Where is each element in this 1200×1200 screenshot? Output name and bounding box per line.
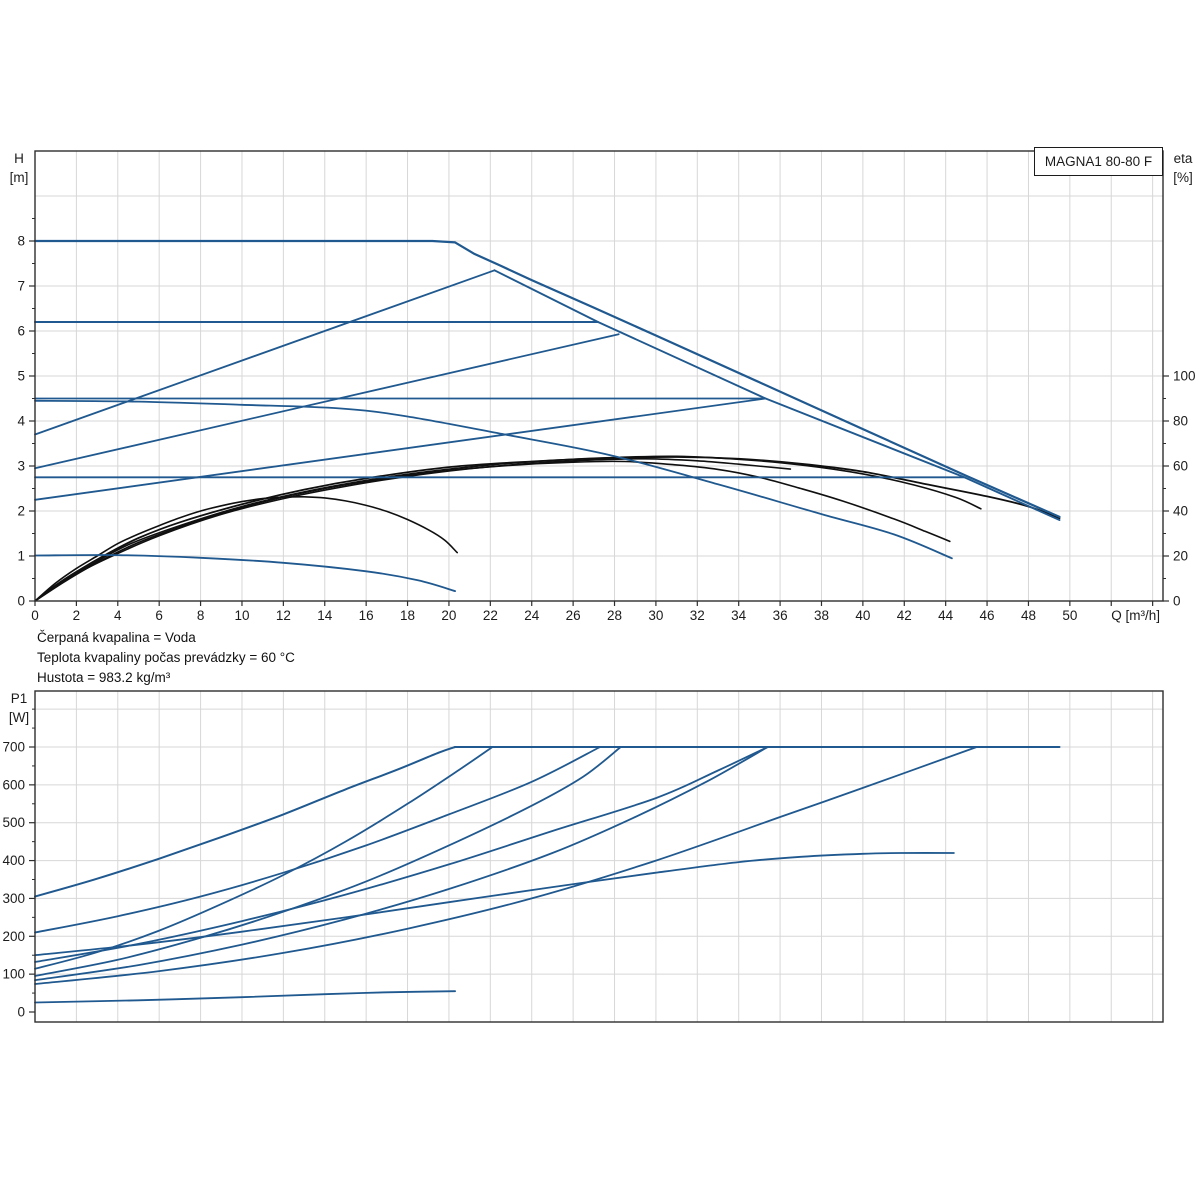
y-left-tick-label: 300 <box>2 891 25 906</box>
x-tick-label: 20 <box>441 608 456 623</box>
series-group <box>34 746 1061 1004</box>
x-tick-label: 16 <box>359 608 374 623</box>
x-tick-label: 24 <box>524 608 540 623</box>
axis-ticks-and-labels: 0 100 200 300 400 500 600 700 <box>2 708 35 1020</box>
y-right-tick-label: 20 <box>1173 549 1188 564</box>
y-right-tick-label: 40 <box>1173 504 1188 519</box>
x-tick-label: 10 <box>234 608 249 623</box>
y-left-tick-label: 400 <box>2 853 25 868</box>
gridlines <box>35 691 1163 1022</box>
gridlines <box>35 151 1163 601</box>
chart-p1: 0 100 200 300 400 500 600 700 <box>2 690 1164 1023</box>
x-axis-label: Q [m³/h] <box>1111 608 1160 623</box>
x-tick-label: 14 <box>317 608 333 623</box>
right-axis-header-eta: eta [%] <box>1166 149 1200 187</box>
x-tick-label: 42 <box>897 608 912 623</box>
x-tick-label: 8 <box>197 608 205 623</box>
y-left-tick-label: 8 <box>17 234 25 249</box>
eta-curve-a <box>34 455 982 602</box>
x-tick-label: 34 <box>731 608 747 623</box>
p1-axis-unit: [W] <box>8 710 30 725</box>
chart-qh: 0 2 4 6 8 10 12 14 16 18 20 22 24 26 28 30 32 34 36 38 40 42 4… <box>17 150 1196 623</box>
y-right-tick-label: 100 <box>1173 369 1196 384</box>
x-tick-label: 4 <box>114 608 122 623</box>
y-left-tick-label: 2 <box>17 504 25 519</box>
y-right-tick-label: 60 <box>1173 459 1188 474</box>
p1-const-pressure-4-5 <box>34 746 769 963</box>
qh-prop-pressure-3 <box>34 397 767 501</box>
p1-max-rise <box>34 746 457 898</box>
y-left-tick-label: 0 <box>17 1005 25 1020</box>
x-tick-label: 40 <box>855 608 870 623</box>
qh-speed2-curve <box>34 399 953 560</box>
eta-axis-symbol: eta <box>1173 151 1193 166</box>
info-line-fluid: Čerpaná kvapalina = Voda <box>37 630 196 645</box>
y-left-tick-label: 1 <box>17 549 25 564</box>
h-axis-unit: [m] <box>9 170 29 185</box>
x-tick-label: 48 <box>1021 608 1036 623</box>
qh-min-curve <box>34 554 456 592</box>
y-right-tick-label: 0 <box>1173 594 1181 609</box>
x-tick-label: 28 <box>607 608 622 623</box>
p1-min-curve <box>34 990 456 1004</box>
x-tick-label: 12 <box>276 608 291 623</box>
qh-prop-pressure-2 <box>34 333 620 470</box>
x-tick-label: 0 <box>31 608 39 623</box>
y-left-tick-label: 700 <box>2 740 25 755</box>
pump-model-label-box: MAGNA1 80-80 F <box>1034 147 1163 176</box>
p1-speed2-curve <box>34 852 955 957</box>
y-left-tick-label: 500 <box>2 815 25 830</box>
x-tick-label: 46 <box>980 608 995 623</box>
left-axis-header-h: H [m] <box>2 149 36 187</box>
y-left-tick-label: 0 <box>17 594 25 609</box>
p1-prop-pressure-3 <box>34 746 769 982</box>
pump-model-label: MAGNA1 80-80 F <box>1044 154 1153 169</box>
y-left-tick-label: 7 <box>17 279 25 294</box>
y-left-tick-label: 5 <box>17 369 25 384</box>
x-tick-label: 38 <box>814 608 829 623</box>
left-axis-header-p1: P1 [W] <box>2 689 36 727</box>
axis-ticks-and-labels: 0 2 4 6 8 10 12 14 16 18 20 22 24 26 28 30 32 34 36 38 40 42 4… <box>17 218 1196 623</box>
eta-axis-unit: [%] <box>1173 170 1193 185</box>
p1-const-pressure-6-2 <box>34 746 601 934</box>
x-tick-label: 22 <box>483 608 498 623</box>
y-right-tick-label: 80 <box>1173 414 1188 429</box>
qh-prop-pressure-1 <box>34 269 496 436</box>
p1-prop-pressure-1 <box>34 746 494 970</box>
eta-curve-max <box>34 456 1061 602</box>
series-group <box>33 239 1061 602</box>
x-tick-label: 44 <box>938 608 954 623</box>
p1-prop-pressure-2 <box>34 746 622 977</box>
x-tick-label: 36 <box>773 608 788 623</box>
x-tick-label: 18 <box>400 608 415 623</box>
x-tick-label: 6 <box>155 608 163 623</box>
eta-curve-min <box>34 495 458 602</box>
x-tick-label: 26 <box>566 608 581 623</box>
fluid-info-block: Čerpaná kvapalina = Voda Teplota kvapali… <box>37 628 295 688</box>
h-axis-symbol: H <box>14 151 24 166</box>
plot-border <box>34 690 1164 1023</box>
info-line-density: Hustota = 983.2 kg/m³ <box>37 670 171 685</box>
qh-max-curve <box>33 239 1061 518</box>
p1-axis-symbol: P1 <box>10 691 28 706</box>
y-left-tick-label: 6 <box>17 324 25 339</box>
x-tick-label: 2 <box>73 608 81 623</box>
y-left-tick-label: 200 <box>2 929 25 944</box>
p1-const-pressure-2-75 <box>34 746 978 985</box>
y-left-tick-label: 4 <box>17 414 25 429</box>
x-tick-label: 50 <box>1062 608 1077 623</box>
y-left-tick-label: 100 <box>2 967 25 982</box>
info-line-temperature: Teplota kvapaliny počas prevádzky = 60 °… <box>37 650 295 665</box>
y-left-tick-label: 600 <box>2 777 25 792</box>
x-tick-label: 32 <box>690 608 705 623</box>
x-tick-label: 30 <box>648 608 663 623</box>
y-left-tick-label: 3 <box>17 459 25 474</box>
